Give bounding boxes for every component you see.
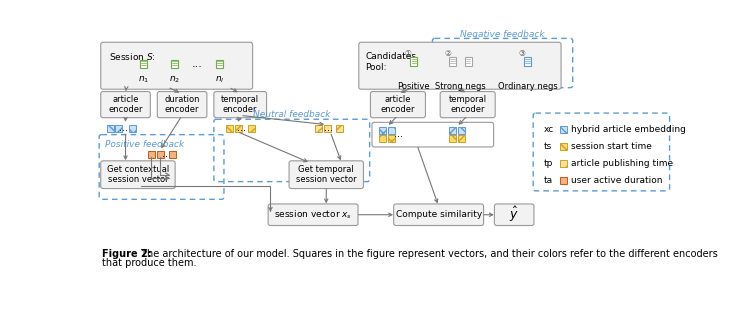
Text: article
encoder: article encoder bbox=[108, 95, 142, 114]
FancyBboxPatch shape bbox=[524, 57, 531, 66]
Text: ②: ② bbox=[445, 49, 452, 58]
FancyBboxPatch shape bbox=[216, 60, 223, 68]
Text: ...: ... bbox=[162, 149, 171, 159]
Bar bbox=[379, 127, 386, 134]
Text: ts: ts bbox=[543, 142, 551, 151]
Bar bbox=[560, 160, 567, 167]
Bar bbox=[335, 124, 343, 132]
Text: Strong negs: Strong negs bbox=[435, 82, 486, 91]
FancyBboxPatch shape bbox=[100, 92, 150, 118]
FancyBboxPatch shape bbox=[464, 57, 472, 66]
Text: $n_1$: $n_1$ bbox=[138, 75, 149, 85]
Text: hybrid article embedding: hybrid article embedding bbox=[572, 125, 686, 134]
Text: Compute similarity: Compute similarity bbox=[395, 210, 482, 219]
FancyBboxPatch shape bbox=[440, 92, 495, 118]
Bar bbox=[388, 127, 395, 134]
Text: ...: ... bbox=[324, 123, 333, 133]
FancyBboxPatch shape bbox=[140, 60, 147, 68]
Text: temporal
encoder: temporal encoder bbox=[221, 95, 260, 114]
FancyBboxPatch shape bbox=[449, 57, 456, 66]
Text: ...: ... bbox=[394, 129, 403, 139]
Text: $n_2$: $n_2$ bbox=[169, 75, 180, 85]
Bar bbox=[560, 143, 567, 150]
Text: ta: ta bbox=[543, 176, 552, 185]
Text: ...: ... bbox=[119, 123, 128, 133]
FancyBboxPatch shape bbox=[410, 57, 417, 66]
Text: tp: tp bbox=[543, 159, 553, 168]
Bar bbox=[448, 127, 456, 134]
FancyBboxPatch shape bbox=[171, 60, 178, 68]
Text: Positive: Positive bbox=[398, 82, 430, 91]
Text: ①: ① bbox=[404, 49, 412, 58]
FancyBboxPatch shape bbox=[289, 161, 364, 188]
Bar bbox=[560, 177, 567, 184]
Text: session start time: session start time bbox=[572, 142, 652, 151]
Bar bbox=[169, 151, 176, 158]
Bar bbox=[148, 151, 155, 158]
Bar bbox=[107, 124, 114, 132]
Text: ③: ③ bbox=[518, 49, 525, 58]
Text: article
encoder: article encoder bbox=[381, 95, 416, 114]
Text: Neutral feedback: Neutral feedback bbox=[253, 110, 331, 119]
Text: ...: ... bbox=[192, 59, 203, 69]
Bar bbox=[448, 135, 456, 141]
FancyBboxPatch shape bbox=[494, 204, 534, 226]
Bar bbox=[458, 135, 465, 141]
Bar bbox=[235, 124, 242, 132]
Text: The architecture of our model. Squares in the figure represent vectors, and thei: The architecture of our model. Squares i… bbox=[138, 249, 718, 259]
Bar bbox=[157, 151, 164, 158]
Bar bbox=[116, 124, 122, 132]
Text: Positive feedback: Positive feedback bbox=[104, 140, 184, 149]
FancyBboxPatch shape bbox=[358, 42, 561, 89]
Text: that produce them.: that produce them. bbox=[101, 258, 196, 268]
Text: Session $S$:: Session $S$: bbox=[110, 51, 156, 62]
Bar bbox=[379, 135, 386, 141]
Text: article publishing time: article publishing time bbox=[572, 159, 674, 168]
Text: Get contextual
session vector: Get contextual session vector bbox=[106, 165, 169, 184]
Bar bbox=[388, 135, 395, 141]
FancyBboxPatch shape bbox=[394, 204, 484, 226]
Text: user active duration: user active duration bbox=[572, 176, 663, 185]
Bar bbox=[560, 126, 567, 133]
Text: temporal
encoder: temporal encoder bbox=[448, 95, 487, 114]
Text: Ordinary negs: Ordinary negs bbox=[498, 82, 557, 91]
Text: Candidates
Pool:: Candidates Pool: bbox=[365, 52, 416, 72]
Text: session vector $x_s$: session vector $x_s$ bbox=[274, 209, 352, 221]
Bar bbox=[458, 127, 465, 134]
Text: Get temporal
session vector: Get temporal session vector bbox=[296, 165, 356, 184]
FancyBboxPatch shape bbox=[158, 92, 207, 118]
Text: xc: xc bbox=[543, 125, 554, 134]
Text: $n_l$: $n_l$ bbox=[214, 75, 224, 85]
Text: $\hat{y}$: $\hat{y}$ bbox=[509, 205, 519, 224]
FancyBboxPatch shape bbox=[100, 161, 175, 188]
Text: Negative feedback: Negative feedback bbox=[460, 30, 544, 39]
FancyBboxPatch shape bbox=[370, 92, 425, 118]
Text: duration
encoder: duration encoder bbox=[164, 95, 200, 114]
Bar bbox=[324, 124, 331, 132]
Text: ...: ... bbox=[236, 123, 245, 133]
Bar bbox=[226, 124, 233, 132]
FancyBboxPatch shape bbox=[268, 204, 358, 226]
FancyBboxPatch shape bbox=[100, 42, 253, 89]
Bar bbox=[248, 124, 255, 132]
Bar bbox=[129, 124, 136, 132]
Text: Figure 2:: Figure 2: bbox=[101, 249, 152, 259]
FancyBboxPatch shape bbox=[214, 92, 266, 118]
Bar bbox=[316, 124, 322, 132]
